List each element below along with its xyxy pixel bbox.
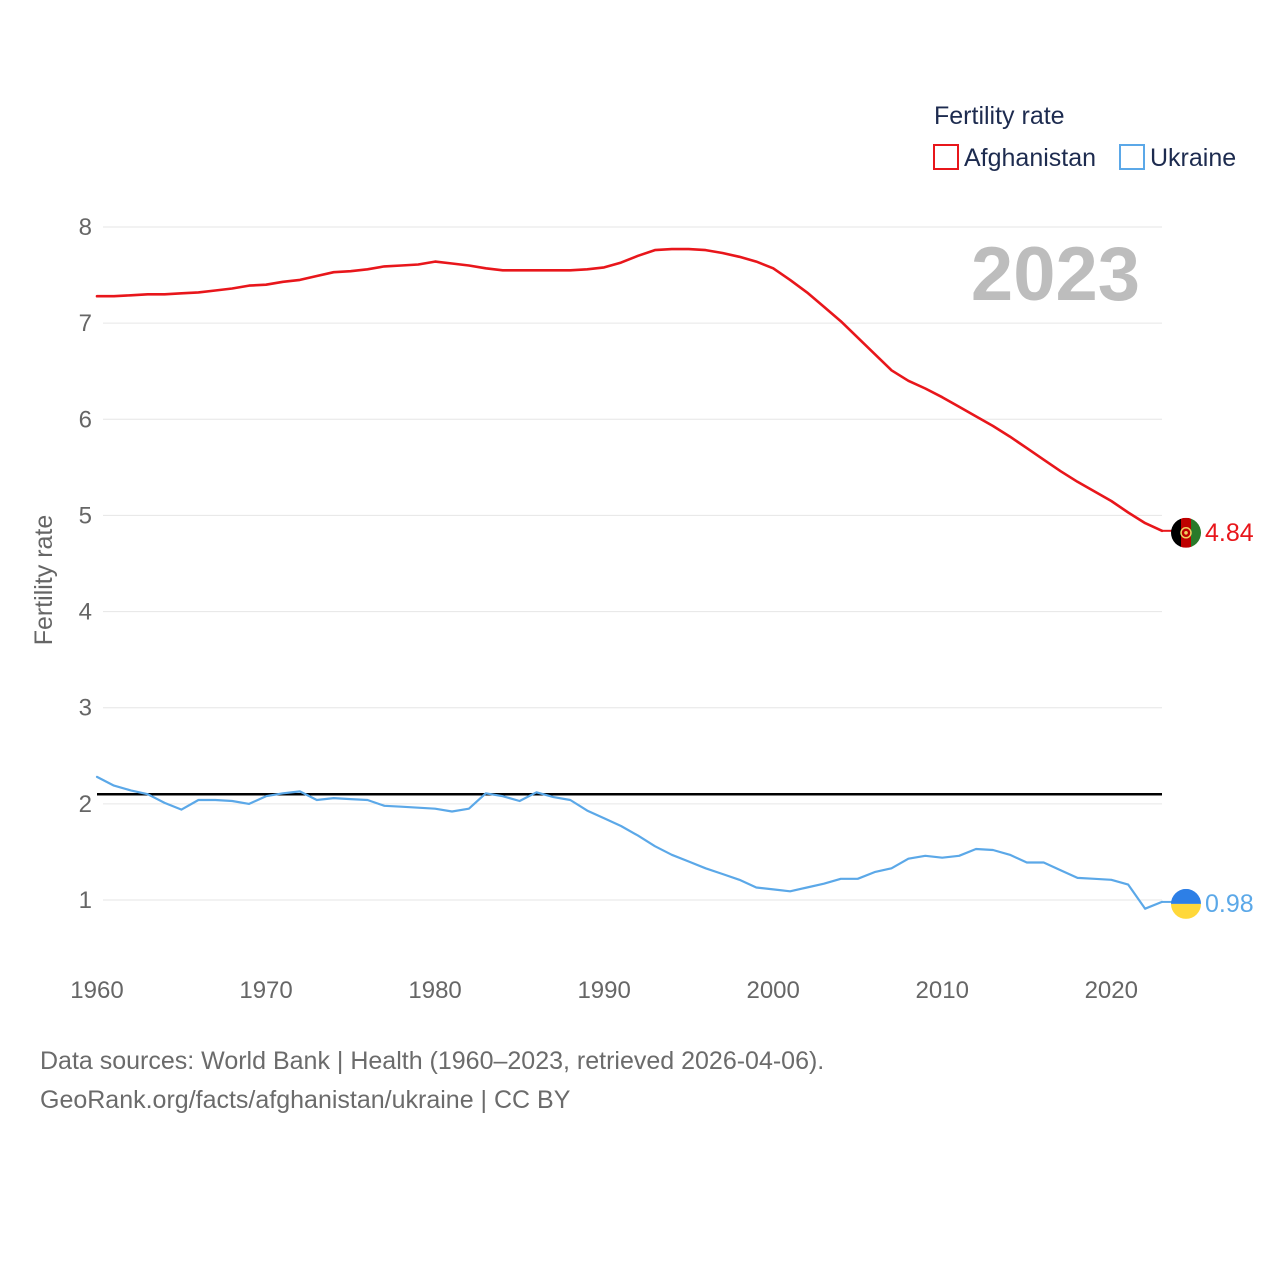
chart-footer: Data sources: World Bank | Health (1960–…: [40, 1042, 824, 1120]
y-axis-label: Fertility rate: [30, 515, 58, 646]
legend: Fertility rate Afghanistan Ukraine: [933, 102, 1236, 172]
x-tick-label: 2020: [1085, 977, 1138, 1004]
afghanistan-flag-icon: [1171, 517, 1201, 548]
x-tick-label: 1990: [577, 977, 630, 1004]
x-tick-label: 1980: [408, 977, 461, 1004]
attribution-text: GeoRank.org/facts/afghanistan/ukraine | …: [40, 1086, 571, 1114]
y-axis: 1 2 3 4 5 6 7 8: [79, 214, 92, 914]
ukraine-flag-icon: [1171, 888, 1201, 919]
x-tick-label: 2000: [746, 977, 799, 1004]
end-value-label-ukraine: 0.98: [1205, 890, 1254, 918]
legend-label-ukraine: Ukraine: [1150, 144, 1236, 172]
x-axis: 1960 1970 1980 1990 2000 2010 2020: [70, 977, 1138, 1004]
y-tick-label: 2: [79, 791, 92, 818]
grid-lines: [103, 226, 1162, 901]
chart-canvas: 4.84 0.98 1 2 3 4 5 6 7 8 1960 1970 1980 1990 2000 20…: [30, 102, 1254, 1004]
series-line-ukraine: [95, 775, 1164, 910]
series-line-afghanistan: [95, 247, 1164, 533]
y-tick-label: 7: [79, 310, 92, 337]
y-tick-label: 6: [79, 406, 92, 433]
y-tick-label: 5: [79, 502, 92, 529]
legend-swatch-ukraine: [1119, 144, 1145, 170]
y-tick-label: 3: [79, 695, 92, 722]
legend-item-ukraine[interactable]: Ukraine: [1119, 144, 1236, 172]
legend-item-afghanistan[interactable]: Afghanistan: [933, 144, 1096, 172]
legend-title: Fertility rate: [934, 102, 1065, 130]
y-tick-label: 8: [79, 214, 92, 241]
legend-swatch-afghanistan: [933, 144, 959, 170]
y-tick-label: 1: [79, 887, 92, 914]
legend-label-afghanistan: Afghanistan: [964, 144, 1096, 172]
x-tick-label: 1970: [239, 977, 292, 1004]
y-tick-label: 4: [79, 599, 92, 626]
end-value-label-afghanistan: 4.84: [1205, 519, 1254, 547]
x-tick-label: 1960: [70, 977, 123, 1004]
series-layer: 4.84 0.98: [95, 247, 1254, 919]
x-tick-label: 2010: [916, 977, 969, 1004]
year-watermark: 2023: [971, 232, 1140, 317]
data-sources-text: Data sources: World Bank | Health (1960–…: [40, 1047, 825, 1075]
